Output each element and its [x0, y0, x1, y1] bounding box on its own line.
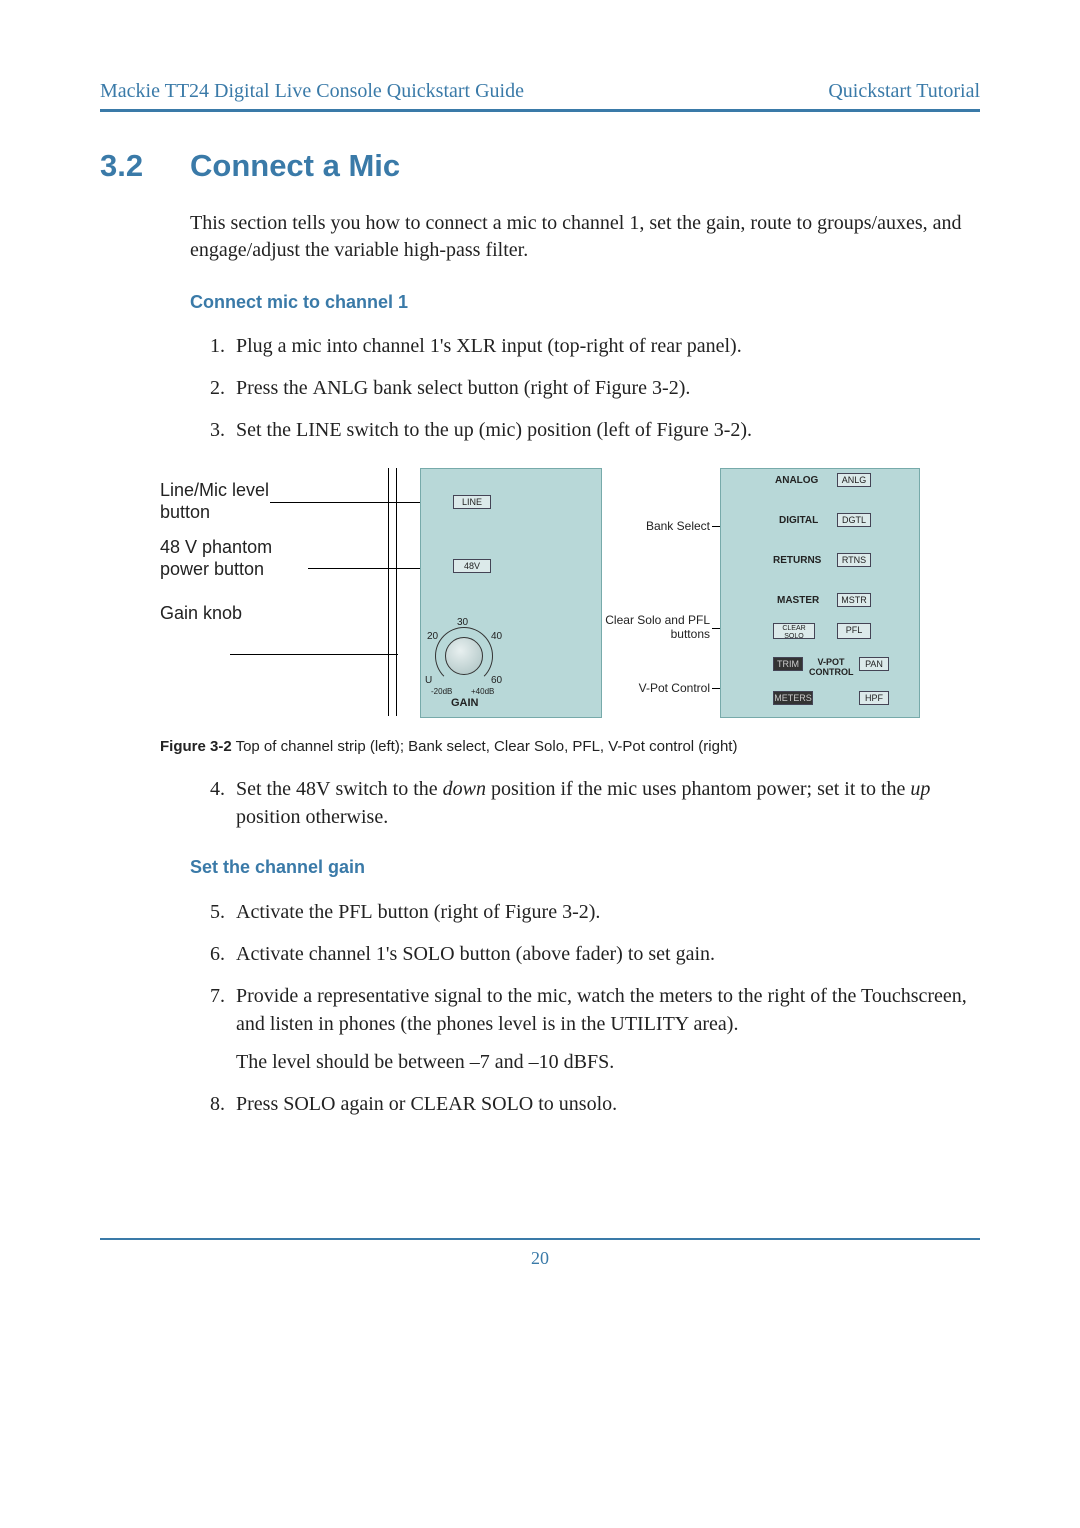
label-analog: ANALOG: [775, 475, 818, 486]
pan-button: PAN: [859, 657, 889, 671]
label-vpot: V-Pot Control: [600, 682, 710, 696]
header-right: Quickstart Tutorial: [828, 80, 980, 103]
subhead-gain: Set the channel gain: [190, 855, 980, 879]
section-heading: 3.2Connect a Mic: [100, 148, 980, 184]
gain-scale-right: +40dB: [471, 687, 494, 696]
step-6: Activate channel 1's SOLO button (above …: [230, 940, 980, 968]
gain-scale-left: -20dB: [431, 687, 452, 696]
line-button: LINE: [453, 495, 491, 509]
panel-bank-controls: ANALOG ANLG DIGITAL DGTL RETURNS RTNS MA…: [720, 468, 920, 718]
step-3: Set the LINE switch to the up (mic) posi…: [230, 416, 980, 444]
header-left: Mackie TT24 Digital Live Console Quickst…: [100, 80, 524, 103]
anlg-button: ANLG: [837, 473, 871, 487]
step-7-note: The level should be between –7 and –10 d…: [236, 1048, 980, 1076]
steps-list-2: Activate the PFL button (right of Figure…: [190, 898, 980, 1118]
figure-3-2: Line/Mic level button 48 V phantom power…: [160, 468, 920, 728]
body: This section tells you how to connect a …: [190, 210, 980, 444]
meters-button: METERS: [773, 691, 813, 705]
figure-caption-label: Figure 3-2: [160, 738, 232, 755]
label-vpot-control: V-POT CONTROL: [809, 657, 853, 677]
label-clear-pfl: Clear Solo and PFL buttons: [600, 614, 710, 642]
page-header: Mackie TT24 Digital Live Console Quickst…: [100, 80, 980, 103]
step-4: Set the 48V switch to the down position …: [230, 775, 980, 831]
step-8: Press SOLO again or CLEAR SOLO to unsolo…: [230, 1090, 980, 1118]
lead-line: [230, 654, 398, 655]
clear-solo-button: CLEAR SOLO: [773, 623, 815, 639]
lead-line: [270, 502, 445, 503]
subhead-connect: Connect mic to channel 1: [190, 290, 980, 314]
header-rule: [100, 109, 980, 112]
gain-scale-40: 40: [491, 631, 502, 642]
body-continued: Set the 48V switch to the down position …: [190, 775, 980, 1117]
gain-scale-60: 60: [491, 675, 502, 686]
pfl-button: PFL: [837, 623, 871, 639]
gain-label: GAIN: [451, 697, 479, 709]
label-digital: DIGITAL: [779, 515, 818, 526]
steps-list-1b: Set the 48V switch to the down position …: [190, 775, 980, 831]
rtns-button: RTNS: [837, 553, 871, 567]
trim-button: TRIM: [773, 657, 803, 671]
dgtl-button: DGTL: [837, 513, 871, 527]
footer-rule: [100, 1238, 980, 1240]
page: Mackie TT24 Digital Live Console Quickst…: [0, 0, 1080, 1309]
figure-caption: Figure 3-2 Top of channel strip (left); …: [160, 738, 980, 755]
panel-channel-strip: LINE 48V 30 20 40 60 U -20dB +40dB GAIN: [420, 468, 602, 718]
hpf-button: HPF: [859, 691, 889, 705]
label-master: MASTER: [777, 595, 819, 606]
48v-button: 48V: [453, 559, 491, 573]
rule-line: [388, 468, 389, 716]
gain-scale-30: 30: [457, 617, 468, 628]
step-7: Provide a representative signal to the m…: [230, 982, 980, 1076]
intro-paragraph: This section tells you how to connect a …: [190, 210, 980, 264]
steps-list-1: Plug a mic into channel 1's XLR input (t…: [190, 332, 980, 444]
section-title: Connect a Mic: [190, 148, 400, 183]
gain-scale-u: U: [425, 675, 432, 686]
figure-caption-text: Top of channel strip (left); Bank select…: [232, 738, 738, 755]
step-2: Press the ANLG bank select button (right…: [230, 374, 980, 402]
label-bank-select: Bank Select: [600, 520, 710, 534]
step-5: Activate the PFL button (right of Figure…: [230, 898, 980, 926]
step-1: Plug a mic into channel 1's XLR input (t…: [230, 332, 980, 360]
rule-line: [396, 468, 397, 716]
page-number: 20: [100, 1248, 980, 1269]
label-48v: 48 V phantom power button: [160, 537, 320, 580]
label-gain-knob: Gain knob: [160, 603, 320, 625]
label-returns: RETURNS: [773, 555, 821, 566]
mstr-button: MSTR: [837, 593, 871, 607]
figure-left-labels: Line/Mic level button 48 V phantom power…: [160, 482, 320, 634]
gain-scale-20: 20: [427, 631, 438, 642]
section-number: 3.2: [100, 148, 190, 184]
